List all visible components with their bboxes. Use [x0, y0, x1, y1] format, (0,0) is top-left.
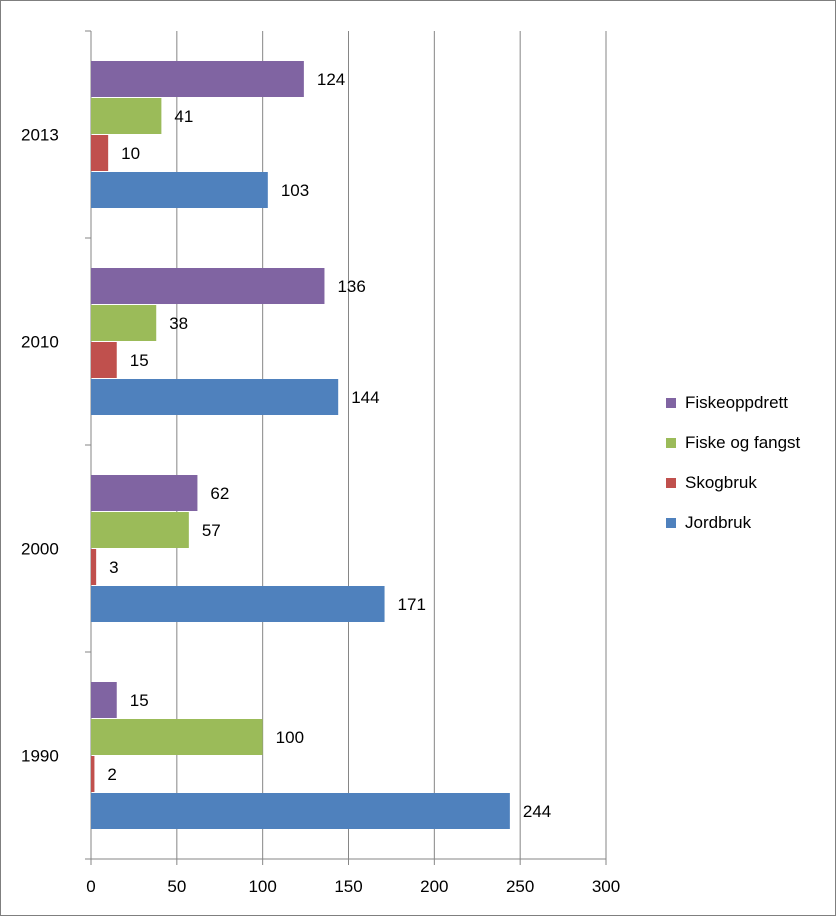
x-tick-label-300: 300: [592, 877, 620, 896]
bar-skogbruk-1990: [91, 756, 95, 792]
data-label-jordbruk-2010: 144: [351, 388, 379, 407]
bar-fiskeoppdrett-2013: [91, 61, 304, 97]
data-label-fiske-og-fangst-1990: 100: [276, 728, 304, 747]
legend-swatch: [666, 438, 676, 448]
legend-label: Skogbruk: [685, 473, 757, 492]
legend-item-skogbruk: Skogbruk: [666, 473, 800, 493]
bar-jordbruk-2013: [91, 172, 268, 208]
x-tick-label-0: 0: [86, 877, 95, 896]
legend-swatch: [666, 398, 676, 408]
chart-legend: Fiskeoppdrett Fiske og fangst Skogbruk Jord…: [666, 393, 800, 553]
data-label-fiske-og-fangst-2010: 38: [169, 314, 188, 333]
bar-fiskeoppdrett-2000: [91, 475, 198, 511]
x-tick-label-200: 200: [420, 877, 448, 896]
x-tick-label-50: 50: [167, 877, 186, 896]
legend-label: Fiskeoppdrett: [685, 393, 788, 412]
bar-skogbruk-2000: [91, 549, 97, 585]
x-tick-label-250: 250: [506, 877, 534, 896]
legend-item-fiskeoppdrett: Fiskeoppdrett: [666, 393, 800, 413]
data-label-jordbruk-2000: 171: [398, 595, 426, 614]
data-label-fiske-og-fangst-2000: 57: [202, 521, 221, 540]
legend-item-jordbruk: Jordbruk: [666, 513, 800, 533]
bar-fiske-og-fangst-2000: [91, 512, 189, 548]
data-label-fiskeoppdrett-2010: 136: [337, 277, 365, 296]
bar-fiske-og-fangst-2010: [91, 305, 157, 341]
bar-fiskeoppdrett-2010: [91, 268, 325, 304]
bar-fiske-og-fangst-1990: [91, 719, 263, 755]
data-label-skogbruk-2000: 3: [109, 558, 118, 577]
legend-swatch: [666, 478, 676, 488]
data-label-jordbruk-1990: 244: [523, 802, 551, 821]
data-label-skogbruk-2010: 15: [130, 351, 149, 370]
bar-skogbruk-2010: [91, 342, 117, 378]
bar-fiske-og-fangst-2013: [91, 98, 162, 134]
data-label-skogbruk-2013: 10: [121, 144, 140, 163]
bar-fiskeoppdrett-1990: [91, 682, 117, 718]
data-label-fiskeoppdrett-2000: 62: [210, 484, 229, 503]
bar-skogbruk-2013: [91, 135, 109, 171]
data-label-fiskeoppdrett-2013: 124: [317, 70, 345, 89]
y-tick-label-2010: 2010: [21, 333, 59, 352]
data-label-fiske-og-fangst-2013: 41: [174, 107, 193, 126]
data-label-skogbruk-1990: 2: [107, 765, 116, 784]
bar-jordbruk-2010: [91, 379, 339, 415]
y-tick-label-2000: 2000: [21, 540, 59, 559]
legend-item-fiske-og-fangst: Fiske og fangst: [666, 433, 800, 453]
bar-jordbruk-1990: [91, 793, 510, 829]
y-tick-label-2013: 2013: [21, 126, 59, 145]
legend-label: Jordbruk: [685, 513, 752, 532]
data-label-fiskeoppdrett-1990: 15: [130, 691, 149, 710]
bar-jordbruk-2000: [91, 586, 385, 622]
x-tick-label-100: 100: [248, 877, 276, 896]
legend-swatch: [666, 518, 676, 528]
legend-label: Fiske og fangst: [685, 433, 801, 452]
x-tick-label-150: 150: [334, 877, 362, 896]
y-tick-label-1990: 1990: [21, 747, 59, 766]
data-label-jordbruk-2013: 103: [281, 181, 309, 200]
